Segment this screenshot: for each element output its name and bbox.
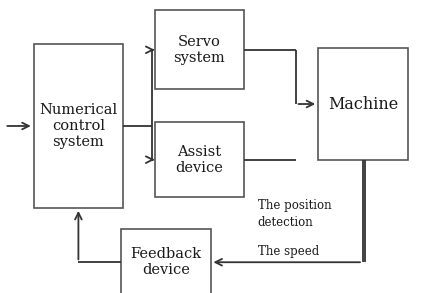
Text: Numerical
control
system: Numerical control system bbox=[39, 103, 117, 149]
Bar bbox=[318, 48, 408, 160]
Text: Servo
system: Servo system bbox=[173, 35, 225, 65]
Text: The position
detection: The position detection bbox=[258, 199, 331, 229]
Bar bbox=[155, 10, 244, 89]
Bar bbox=[121, 229, 211, 293]
Bar bbox=[34, 44, 123, 208]
Text: Feedback
device: Feedback device bbox=[130, 247, 201, 277]
Text: The speed: The speed bbox=[258, 246, 319, 258]
Text: Assist
device: Assist device bbox=[176, 144, 223, 175]
Text: Machine: Machine bbox=[328, 96, 398, 113]
Bar bbox=[155, 122, 244, 197]
